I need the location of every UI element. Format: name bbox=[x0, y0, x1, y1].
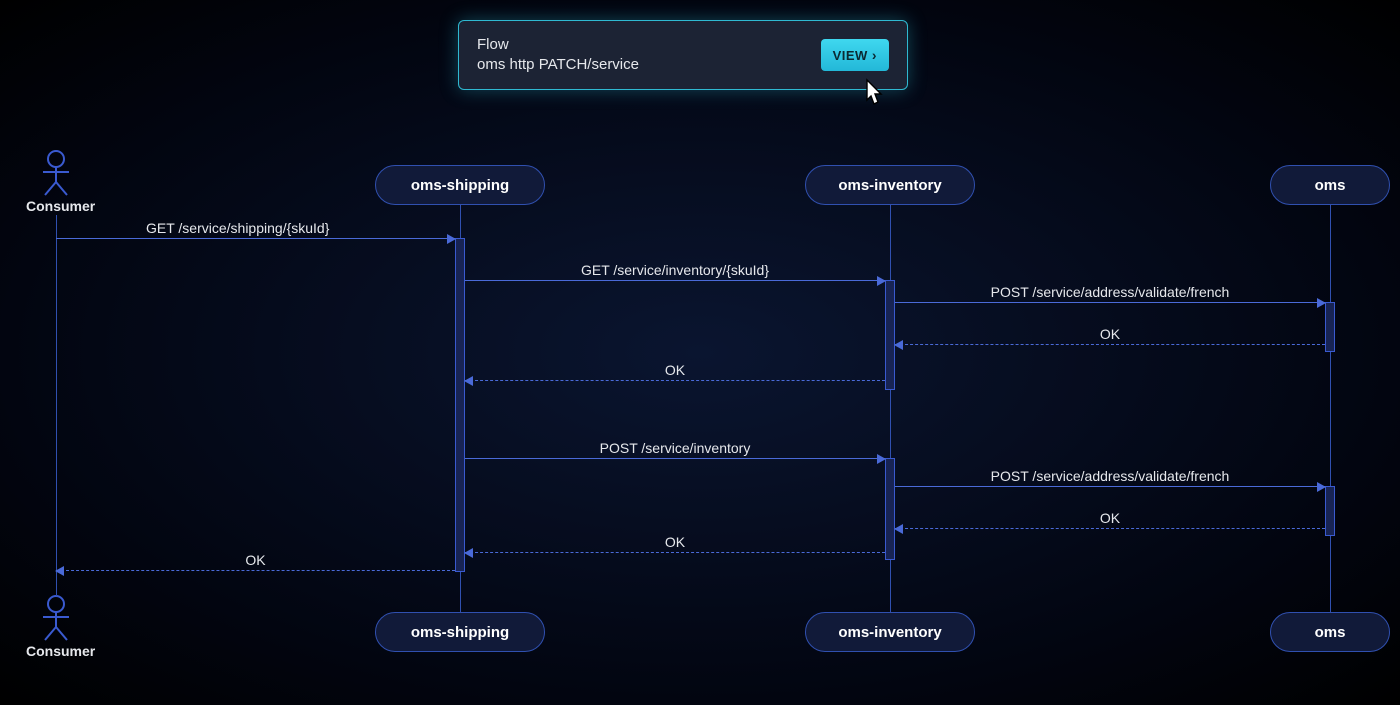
arrowhead-icon bbox=[464, 548, 473, 558]
actor-label: Consumer bbox=[26, 643, 86, 659]
chevron-right-icon: › bbox=[872, 47, 877, 63]
message-8 bbox=[465, 552, 885, 553]
activation-inventory-1 bbox=[885, 280, 895, 390]
arrowhead-icon bbox=[877, 276, 886, 286]
view-button[interactable]: VIEW › bbox=[821, 39, 889, 71]
participant-label: oms-shipping bbox=[411, 624, 509, 641]
participant-label: oms-inventory bbox=[838, 624, 941, 641]
arrowhead-icon bbox=[447, 234, 456, 244]
arrowhead-icon bbox=[55, 566, 64, 576]
actor-consumer-bottom: Consumer bbox=[26, 595, 86, 659]
message-label: OK bbox=[665, 534, 685, 550]
message-7 bbox=[895, 528, 1325, 529]
activation-oms-4 bbox=[1325, 486, 1335, 536]
message-4 bbox=[465, 380, 885, 381]
message-2 bbox=[895, 302, 1325, 303]
activation-shipping-0 bbox=[455, 238, 465, 572]
message-label: OK bbox=[1100, 510, 1120, 526]
arrowhead-icon bbox=[877, 454, 886, 464]
activation-oms-3 bbox=[1325, 302, 1335, 352]
flow-subtitle: oms http PATCH/service bbox=[477, 55, 639, 75]
message-label: GET /service/inventory/{skuId} bbox=[581, 262, 769, 278]
lifeline-consumer bbox=[56, 215, 57, 596]
message-label: POST /service/address/validate/french bbox=[991, 284, 1230, 300]
participant-label: oms bbox=[1315, 624, 1346, 641]
participant-label: oms-inventory bbox=[838, 177, 941, 194]
actor-label: Consumer bbox=[26, 198, 86, 214]
participant-label: oms-shipping bbox=[411, 177, 509, 194]
participant-inventory-top: oms-inventory bbox=[805, 165, 975, 205]
message-label: GET /service/shipping/{skuId} bbox=[146, 220, 329, 236]
participant-inventory-bottom: oms-inventory bbox=[805, 612, 975, 652]
flow-card: Flowoms http PATCH/service VIEW › bbox=[458, 20, 908, 90]
arrowhead-icon bbox=[894, 340, 903, 350]
arrowhead-icon bbox=[1317, 482, 1326, 492]
participant-shipping-top: oms-shipping bbox=[375, 165, 545, 205]
message-6 bbox=[895, 486, 1325, 487]
view-button-label: VIEW bbox=[833, 48, 868, 63]
participant-oms-top: oms bbox=[1270, 165, 1390, 205]
message-1 bbox=[465, 280, 885, 281]
participant-label: oms bbox=[1315, 177, 1346, 194]
message-label: OK bbox=[1100, 326, 1120, 342]
arrowhead-icon bbox=[464, 376, 473, 386]
message-0 bbox=[56, 238, 455, 239]
lifeline-oms bbox=[1330, 205, 1331, 612]
message-label: OK bbox=[245, 552, 265, 568]
message-label: POST /service/address/validate/french bbox=[991, 468, 1230, 484]
message-3 bbox=[895, 344, 1325, 345]
activation-inventory-2 bbox=[885, 458, 895, 560]
message-label: POST /service/inventory bbox=[600, 440, 751, 456]
participant-oms-bottom: oms bbox=[1270, 612, 1390, 652]
message-5 bbox=[465, 458, 885, 459]
message-9 bbox=[56, 570, 455, 571]
arrowhead-icon bbox=[1317, 298, 1326, 308]
message-label: OK bbox=[665, 362, 685, 378]
actor-consumer-top: Consumer bbox=[26, 150, 86, 214]
arrowhead-icon bbox=[894, 524, 903, 534]
participant-shipping-bottom: oms-shipping bbox=[375, 612, 545, 652]
flow-title: Flow bbox=[477, 35, 639, 55]
flow-card-text: Flowoms http PATCH/service bbox=[477, 35, 639, 76]
